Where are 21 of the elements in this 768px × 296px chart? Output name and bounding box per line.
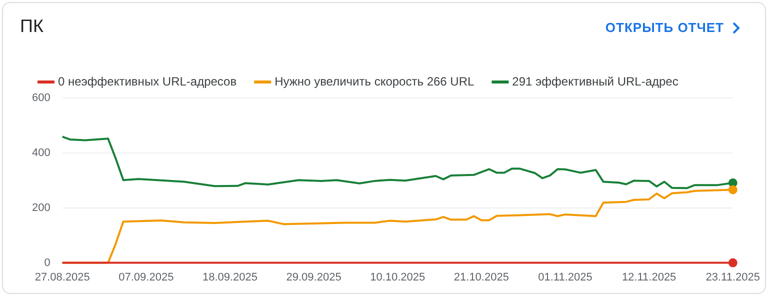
y-tick-label: 600 [32, 92, 50, 104]
point [728, 185, 738, 194]
y-tick-label: 200 [32, 202, 50, 214]
point [728, 178, 738, 188]
y-tick-label: 0 [44, 256, 50, 269]
legend-label: 0 неэффективных URL-адресов [58, 74, 237, 88]
x-tick-label: 12.11.2025 [622, 271, 676, 284]
x-tick-label: 29.09.2025 [286, 271, 342, 284]
legend-label: Нужно увеличить скорость 266 URL [274, 74, 474, 88]
x-tick-label: 27.08.2025 [34, 271, 90, 284]
legend-label: 291 эффективный URL-адрес [512, 74, 678, 88]
point [728, 258, 738, 268]
x-tick-label: 23.11.2025 [706, 271, 760, 284]
x-tick-label: 10.10.2025 [370, 271, 426, 284]
x-tick-label: 18.09.2025 [202, 271, 258, 284]
x-tick-label: 07.09.2025 [118, 271, 174, 284]
y-tick-label: 400 [32, 146, 50, 159]
text: ОТКРЫТЬ ОТЧЕТ [605, 20, 724, 35]
x-tick-label: 01.11.2025 [538, 271, 592, 284]
chart-title: ПК [20, 16, 44, 37]
x-tick-label: 21.10.2025 [454, 271, 509, 284]
